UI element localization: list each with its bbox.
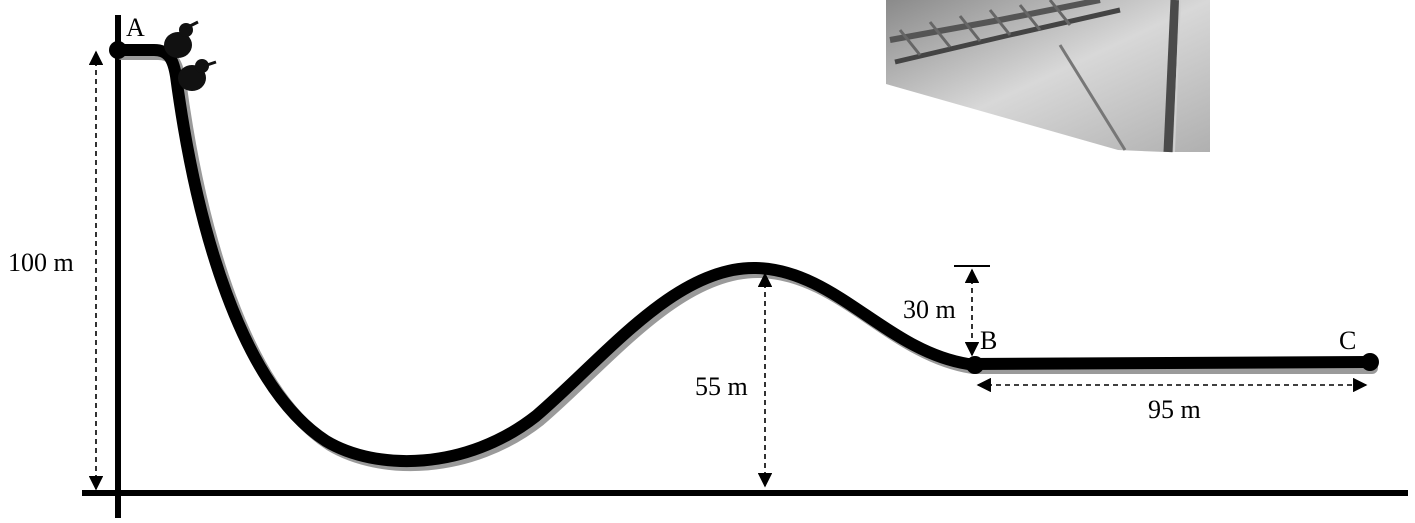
hill-height-label: 55 m [695, 372, 748, 401]
point-c-marker [1361, 353, 1379, 371]
coaster-track [112, 44, 1374, 468]
point-b-label: B [980, 326, 997, 355]
point-c-label: C [1339, 326, 1356, 355]
drop-to-b-label: 30 m [903, 295, 956, 324]
point-b-marker [966, 356, 984, 374]
run-length-label: 95 m [1148, 395, 1201, 424]
start-height-label: 100 m [8, 248, 74, 277]
point-a-label: A [126, 13, 145, 42]
coaster-car-icon [164, 20, 217, 91]
coaster-photo [886, 0, 1210, 153]
point-a-marker [109, 41, 127, 59]
